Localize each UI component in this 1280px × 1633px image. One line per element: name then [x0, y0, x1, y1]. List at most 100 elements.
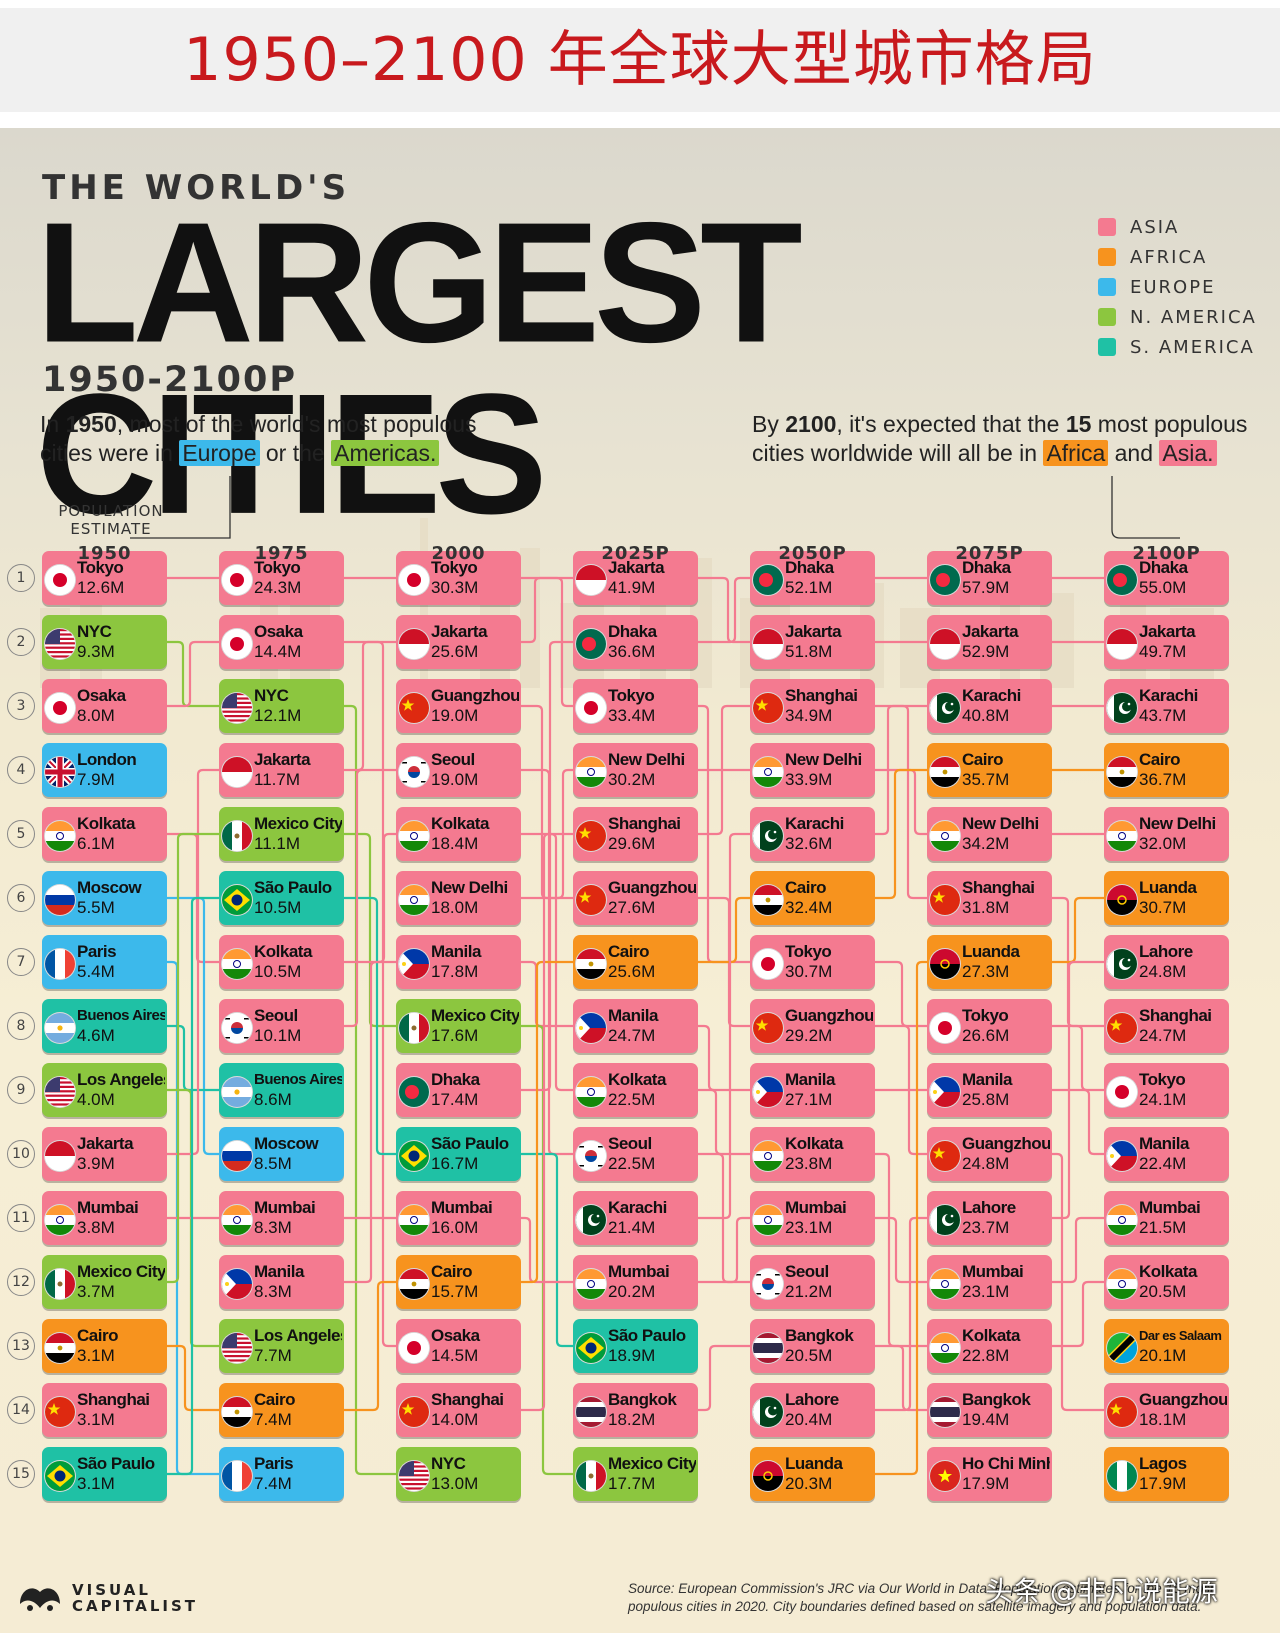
city-card-luanda: Luanda 30.7M	[1104, 871, 1229, 925]
city-population: 55.0M	[1139, 578, 1187, 597]
connector-tokyo	[875, 960, 927, 1028]
city-population: 24.3M	[254, 578, 302, 597]
city-card-paris: Paris 7.4M	[219, 1447, 344, 1501]
city-card-karachi: Karachi 40.8M	[927, 679, 1052, 733]
city-population: 32.6M	[785, 834, 833, 853]
city-name: Dhaka	[785, 558, 834, 577]
city-card-sao-paulo: São Paulo 18.9M	[573, 1319, 698, 1373]
rank-number: 12	[7, 1268, 35, 1296]
region-legend: ASIA AFRICA EUROPE N. AMERICA S. AMERICA	[1098, 212, 1257, 362]
ao-flag-icon	[929, 948, 961, 980]
ar-flag-icon	[221, 1076, 253, 1108]
city-name: Karachi	[608, 1198, 667, 1217]
connector-mumbai	[1052, 1216, 1104, 1284]
city-card-seoul: Seoul 21.2M	[750, 1255, 875, 1309]
city-name: New Delhi	[431, 878, 508, 897]
mx-flag-icon	[398, 1012, 430, 1044]
fr-flag-icon	[44, 948, 76, 980]
city-card-luanda: Luanda 27.3M	[927, 935, 1052, 989]
city-name: Dar es Salaam	[1139, 1328, 1222, 1343]
city-name: Jakarta	[1139, 622, 1196, 641]
connector-bangkok	[875, 1344, 927, 1412]
city-name: Bangkok	[785, 1326, 854, 1345]
logo-icon	[20, 1588, 60, 1611]
in-flag-icon	[398, 820, 430, 852]
id-flag-icon	[752, 628, 784, 660]
city-card-karachi: Karachi 21.4M	[573, 1191, 698, 1245]
rank-number: 10	[7, 1140, 35, 1168]
city-name: Moscow	[77, 878, 142, 897]
city-name: Tokyo	[962, 1006, 1009, 1025]
city-name: Lahore	[785, 1390, 839, 1409]
id-flag-icon	[1106, 628, 1138, 660]
connector-cairo	[521, 960, 573, 1284]
year-label: 1975	[254, 543, 309, 564]
city-name: Los Angeles	[254, 1326, 342, 1345]
rank-number: 2	[7, 628, 35, 656]
city-card-shanghai: Shanghai 34.9M	[750, 679, 875, 733]
kr-flag-icon	[752, 1268, 784, 1300]
th-flag-icon	[752, 1332, 784, 1364]
legend-item-n-america: N. AMERICA	[1098, 302, 1257, 332]
connector-cairo	[344, 1280, 396, 1412]
jp-flag-icon	[752, 948, 784, 980]
city-name: Osaka	[254, 622, 303, 641]
connector-cairo	[698, 896, 750, 964]
connector-manila	[521, 960, 573, 1028]
connector-sao-paulo	[167, 896, 219, 1476]
jp-flag-icon	[44, 564, 76, 596]
connector-luanda	[1052, 896, 1104, 964]
city-card-london: London 7.9M	[42, 743, 167, 797]
us-flag-icon	[221, 1332, 253, 1364]
city-name: Shanghai	[431, 1390, 504, 1409]
eg-flag-icon	[398, 1268, 430, 1300]
city-name: Dhaka	[608, 622, 657, 641]
city-population: 4.6M	[77, 1026, 115, 1045]
city-card-tokyo: Tokyo 30.7M	[750, 935, 875, 989]
city-name: Shanghai	[962, 878, 1035, 897]
population-estimate-label: POPULATION ESTIMATE	[58, 502, 164, 538]
city-card-mumbai: Mumbai 23.1M	[750, 1191, 875, 1245]
city-card-shanghai: Shanghai 31.8M	[927, 871, 1052, 925]
ru-flag-icon	[44, 884, 76, 916]
city-name: Osaka	[431, 1326, 480, 1345]
city-name: Seoul	[608, 1134, 652, 1153]
city-name: New Delhi	[785, 750, 862, 769]
city-card-moscow: Moscow 8.5M	[219, 1127, 344, 1181]
bd-flag-icon	[752, 564, 784, 596]
city-name: New Delhi	[962, 814, 1039, 833]
city-population: 14.0M	[431, 1410, 479, 1429]
city-name: Manila	[785, 1070, 835, 1089]
city-name: Guangzhou	[962, 1134, 1050, 1153]
city-name: Kolkata	[962, 1326, 1020, 1345]
pk-flag-icon	[929, 1204, 961, 1236]
city-population: 8.0M	[77, 706, 115, 725]
bd-flag-icon	[575, 628, 607, 660]
in-flag-icon	[929, 820, 961, 852]
bd-flag-icon	[398, 1076, 430, 1108]
cn-flag-icon	[752, 692, 784, 724]
city-population: 19.4M	[962, 1410, 1010, 1429]
pk-flag-icon	[752, 1396, 784, 1428]
city-name: Kolkata	[254, 942, 312, 961]
city-card-los-angeles: Los Angeles 4.0M	[42, 1063, 167, 1117]
watermark: 头条 @非凡说能源	[985, 1575, 1218, 1608]
br-flag-icon	[398, 1140, 430, 1172]
city-card-buenos-aires: Buenos Aires 8.6M	[219, 1063, 344, 1117]
city-name: Tokyo	[254, 558, 301, 577]
city-name: Tokyo	[608, 686, 655, 705]
city-name: Kolkata	[1139, 1262, 1197, 1281]
br-flag-icon	[221, 884, 253, 916]
city-name: Manila	[254, 1262, 304, 1281]
city-population: 20.3M	[785, 1474, 833, 1493]
city-card-cairo: Cairo 15.7M	[396, 1255, 521, 1309]
id-flag-icon	[44, 1140, 76, 1172]
city-name: Guangzhou	[431, 686, 519, 705]
city-card-bangkok: Bangkok 18.2M	[573, 1383, 698, 1437]
city-population: 5.5M	[77, 898, 115, 917]
city-card-luanda: Luanda 20.3M	[750, 1447, 875, 1501]
city-population: 49.7M	[1139, 642, 1187, 661]
city-card-dar-es-salaam: Dar es Salaam 20.1M	[1104, 1319, 1229, 1373]
city-population: 8.3M	[254, 1218, 292, 1237]
city-name: Buenos Aires	[77, 1007, 165, 1024]
